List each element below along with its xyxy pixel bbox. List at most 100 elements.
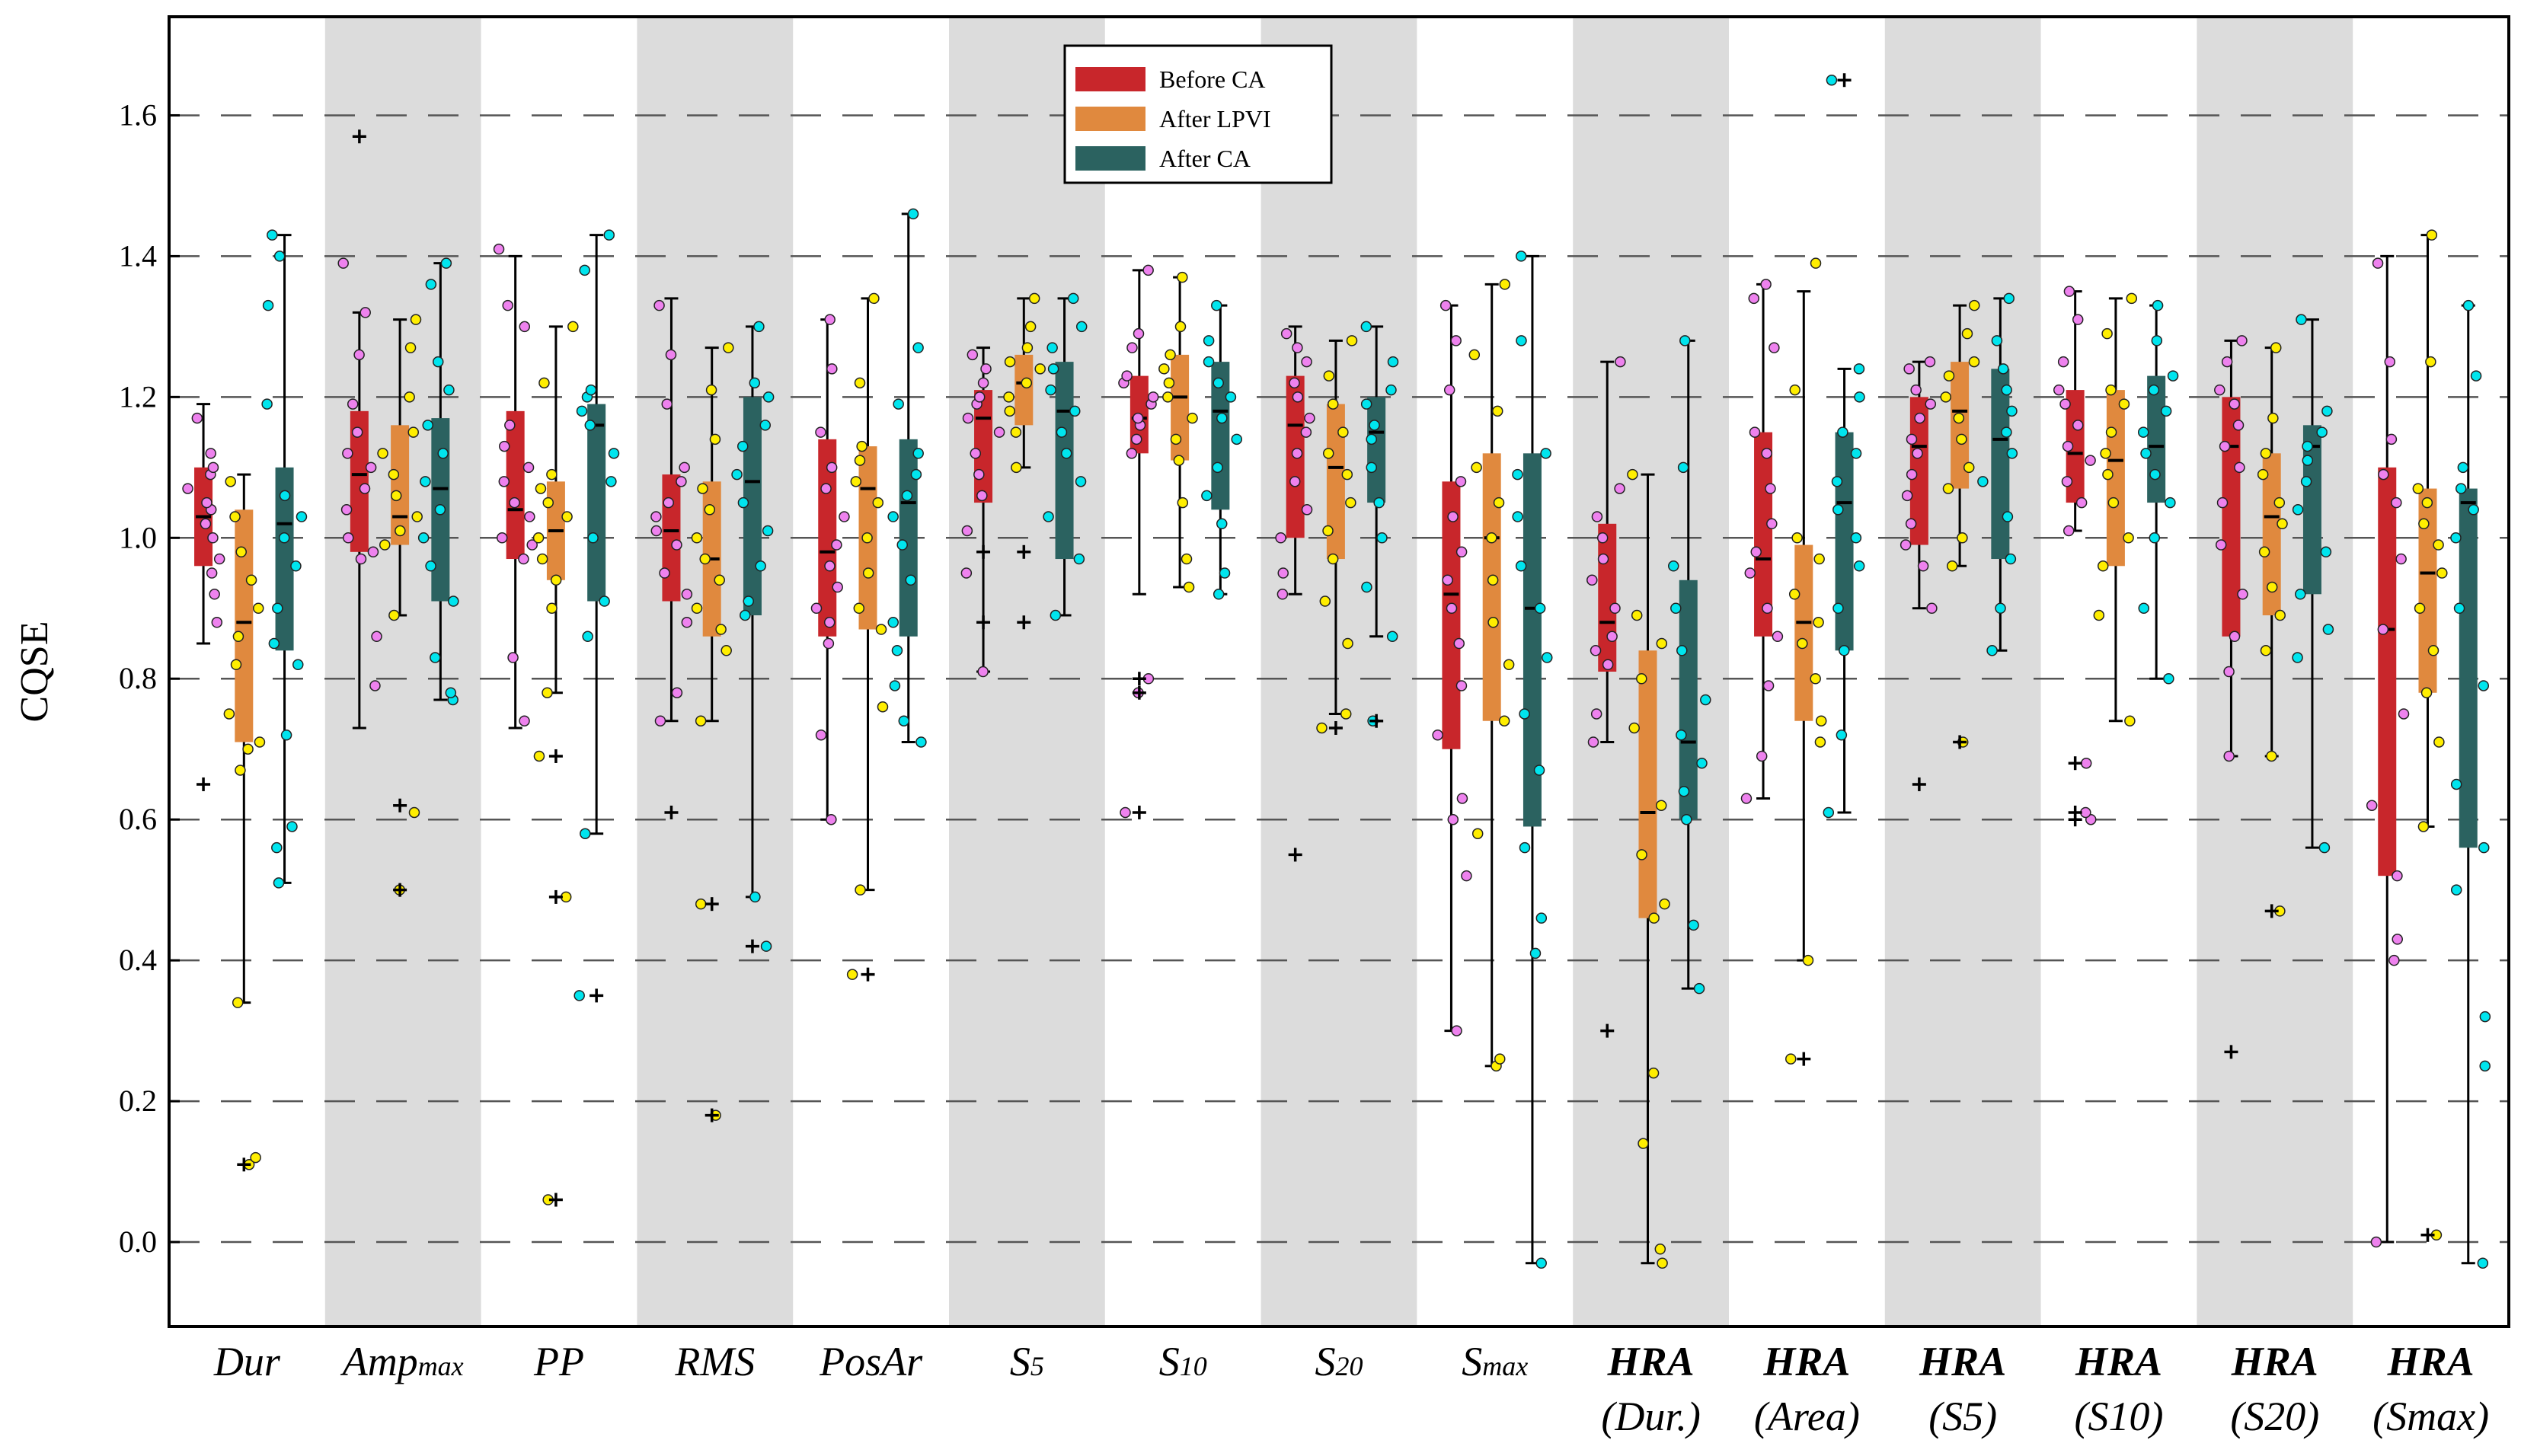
data-point bbox=[1163, 377, 1175, 389]
data-point bbox=[261, 398, 273, 410]
data-point bbox=[2479, 1011, 2491, 1023]
box-iqr bbox=[2147, 375, 2166, 503]
data-point bbox=[584, 420, 596, 431]
data-point bbox=[762, 391, 775, 403]
data-point bbox=[1836, 729, 1848, 741]
data-point bbox=[1165, 349, 1176, 361]
box-iqr bbox=[1679, 580, 1698, 820]
data-point bbox=[824, 314, 836, 325]
data-point bbox=[977, 666, 989, 678]
data-point bbox=[1854, 391, 1865, 403]
data-point bbox=[973, 391, 986, 403]
data-point bbox=[1120, 806, 1131, 819]
data-point bbox=[2318, 841, 2331, 854]
data-point bbox=[891, 645, 903, 656]
category-band bbox=[2197, 17, 2353, 1327]
data-point bbox=[1142, 264, 1154, 276]
data-point bbox=[1912, 448, 1923, 459]
data-point bbox=[1953, 412, 1965, 424]
data-point bbox=[980, 363, 992, 375]
data-point bbox=[1231, 433, 1243, 445]
legend-label: After CA bbox=[1159, 145, 1251, 172]
data-point bbox=[1997, 363, 2009, 375]
data-point bbox=[1387, 356, 1399, 368]
data-point bbox=[1744, 567, 1756, 579]
data-point bbox=[1765, 483, 1776, 494]
box-iqr bbox=[1598, 523, 1617, 672]
data-point bbox=[407, 426, 419, 438]
data-point bbox=[1749, 426, 1761, 438]
data-point bbox=[2392, 870, 2403, 882]
data-point bbox=[2221, 356, 2233, 368]
data-point bbox=[2214, 384, 2225, 396]
data-point bbox=[695, 898, 707, 910]
box-0-6 bbox=[1118, 264, 1159, 819]
category-label: HRA bbox=[2387, 1339, 2475, 1384]
data-point bbox=[371, 631, 382, 643]
box-iqr bbox=[1794, 544, 1813, 721]
box-iqr bbox=[1523, 453, 1542, 827]
data-point bbox=[2455, 483, 2467, 494]
box-0-14 bbox=[2366, 254, 2410, 1248]
data-point bbox=[1946, 560, 1958, 572]
data-point bbox=[2457, 461, 2469, 474]
data-point bbox=[681, 617, 693, 628]
data-point bbox=[1942, 483, 1954, 494]
data-point bbox=[2165, 497, 2176, 509]
data-point bbox=[2080, 806, 2091, 819]
data-point bbox=[691, 532, 703, 544]
data-point bbox=[1292, 342, 1303, 353]
data-point bbox=[425, 279, 437, 290]
category-label-line2: (Smax) bbox=[2372, 1394, 2489, 1439]
data-point bbox=[1832, 504, 1844, 516]
data-point bbox=[1047, 363, 1059, 375]
data-point bbox=[2395, 553, 2407, 565]
data-point bbox=[1748, 292, 1760, 305]
data-point bbox=[1046, 342, 1058, 353]
box-2-4 bbox=[887, 208, 927, 748]
data-point bbox=[2257, 468, 2269, 481]
data-point bbox=[654, 715, 666, 726]
data-point bbox=[434, 504, 446, 516]
data-point bbox=[576, 405, 588, 417]
category-label: PP bbox=[533, 1339, 584, 1384]
category-label: RMS bbox=[674, 1339, 755, 1384]
data-point bbox=[599, 595, 610, 607]
data-point bbox=[1468, 349, 1481, 361]
data-point bbox=[2105, 384, 2117, 396]
legend-swatch bbox=[1075, 107, 1145, 131]
data-point bbox=[1360, 321, 1372, 333]
data-point bbox=[1519, 841, 1531, 854]
data-point bbox=[1534, 602, 1546, 615]
data-point bbox=[561, 511, 573, 522]
data-point bbox=[182, 483, 193, 494]
data-point bbox=[2436, 567, 2448, 579]
box-iqr bbox=[587, 404, 606, 602]
data-point bbox=[855, 884, 866, 896]
data-point bbox=[1638, 1138, 1649, 1149]
category-label-line2: (Area) bbox=[1754, 1394, 1860, 1439]
data-point bbox=[659, 567, 670, 579]
box-1-7 bbox=[1316, 335, 1358, 735]
data-point bbox=[912, 448, 924, 459]
data-point bbox=[1216, 412, 1228, 424]
data-point bbox=[2152, 299, 2164, 311]
data-point bbox=[846, 969, 858, 980]
data-point bbox=[1515, 251, 1527, 262]
data-point bbox=[1940, 391, 1952, 403]
data-point bbox=[1657, 1257, 1668, 1269]
data-point bbox=[1597, 553, 1609, 565]
box-iqr bbox=[1754, 432, 1773, 637]
data-point bbox=[1839, 645, 1850, 656]
data-point bbox=[2392, 934, 2403, 945]
data-point bbox=[271, 841, 283, 854]
data-point bbox=[681, 589, 693, 600]
data-point bbox=[538, 377, 550, 389]
box-iqr bbox=[1835, 432, 1854, 651]
data-point bbox=[1762, 680, 1775, 691]
data-point bbox=[567, 321, 579, 333]
data-point bbox=[1802, 954, 1814, 966]
data-point bbox=[2002, 511, 2014, 522]
data-point bbox=[1439, 299, 1452, 311]
data-point bbox=[1345, 497, 1356, 509]
